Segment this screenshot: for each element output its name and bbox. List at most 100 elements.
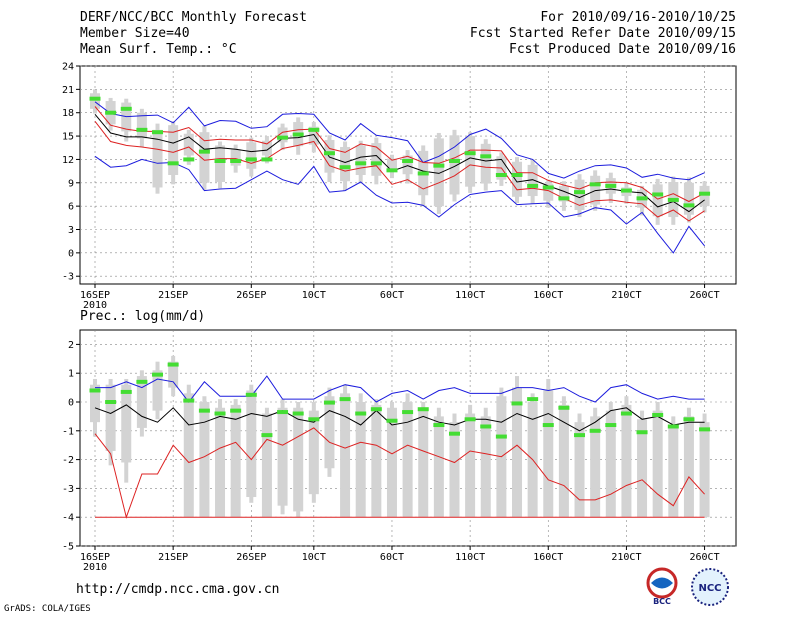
median-marker: [152, 130, 164, 135]
ensemble-box: [480, 416, 491, 518]
y-tick-label: -3: [62, 272, 74, 283]
logos: BCC NCC: [646, 567, 729, 606]
plot-frame: [79, 65, 737, 285]
x-year-label: 2010: [83, 300, 107, 311]
y-tick-label: -3: [62, 484, 74, 495]
ensemble-box: [90, 384, 100, 423]
ensemble-box: [527, 164, 538, 197]
ensemble-box: [199, 132, 210, 183]
ensemble-box: [449, 135, 460, 195]
ensemble-box: [558, 185, 569, 202]
median-marker: [370, 161, 382, 166]
variable-label: Mean Surf. Temp.: °C: [80, 42, 237, 57]
ensemble-box: [230, 149, 241, 166]
median-marker: [167, 362, 179, 367]
median-marker: [136, 127, 148, 132]
plot-frame: [79, 329, 737, 547]
ensemble-box: [246, 142, 257, 169]
ensemble-box: [386, 407, 397, 518]
median-marker: [339, 165, 351, 170]
series-line-mean: [94, 113, 705, 213]
median-marker: [167, 161, 179, 166]
y-tick-label: 24: [62, 62, 74, 73]
median-marker: [620, 411, 632, 416]
ensemble-box: [590, 416, 601, 518]
ensemble-box: [512, 387, 523, 518]
median-marker: [527, 397, 539, 402]
median-marker: [683, 203, 695, 208]
y-tick-label: -2: [62, 455, 74, 466]
median-marker: [542, 185, 554, 190]
median-marker: [402, 410, 414, 415]
x-tick-label: 210CT: [611, 290, 641, 301]
median-marker: [636, 196, 648, 201]
median-marker: [120, 106, 132, 111]
x-tick-label: 16SEP: [80, 552, 110, 563]
x-tick-label: 210CT: [611, 552, 641, 563]
median-marker: [370, 407, 382, 412]
median-marker: [448, 158, 460, 163]
median-marker: [355, 411, 367, 416]
ensemble-box: [308, 410, 319, 495]
median-marker: [589, 428, 601, 433]
ensemble-box: [308, 126, 319, 145]
ensemble-box: [199, 402, 210, 518]
median-marker: [433, 423, 445, 428]
median-marker: [277, 135, 289, 140]
precip-title: Prec.: log(mm/d): [80, 309, 206, 324]
ensemble-box: [105, 384, 116, 451]
median-marker: [261, 433, 273, 438]
ensemble-box: [512, 161, 523, 197]
median-marker: [292, 132, 304, 137]
median-marker: [402, 158, 414, 163]
series-line-lower: [94, 427, 705, 519]
median-marker: [574, 190, 586, 195]
median-marker: [152, 372, 164, 377]
median-marker: [308, 417, 320, 422]
median-marker: [214, 158, 226, 163]
y-tick-label: 18: [62, 108, 74, 119]
y-tick-label: 0: [68, 398, 74, 409]
ensemble-box: [543, 390, 554, 518]
grads-credit: GrADS: COLA/IGES: [4, 604, 91, 614]
ensemble-box: [136, 376, 147, 428]
ensemble-box: [433, 416, 444, 518]
y-tick-label: 6: [68, 202, 74, 213]
series-line-upper: [94, 106, 705, 203]
x-tick-label: 10CT: [302, 552, 326, 563]
precipitation-panel: -5 -4 -3 -2 -1 0 1 2 16SEP 21SEP 26SEP 10CT 60CT 110C…: [62, 329, 737, 573]
ensemble-box: [136, 112, 147, 139]
median-marker: [323, 151, 335, 156]
median-marker: [542, 423, 554, 428]
ensemble-box: [668, 425, 679, 518]
ensemble-box: [683, 416, 694, 518]
y-tick-label: 21: [62, 85, 74, 96]
ensemble-box: [402, 155, 413, 175]
ensemble-box: [683, 182, 694, 215]
median-marker: [558, 196, 570, 201]
header-right: For 2010/09/16-2010/10/25 Fcst Started R…: [470, 10, 736, 58]
median-marker: [480, 424, 492, 429]
ensemble-box: [121, 384, 132, 463]
source-url[interactable]: http://cmdp.ncc.cma.gov.cn: [76, 582, 280, 597]
median-marker: [683, 417, 695, 422]
median-marker: [511, 401, 523, 406]
median-marker: [495, 173, 507, 177]
median-marker: [214, 411, 226, 416]
median-marker: [386, 418, 398, 423]
median-marker: [323, 400, 335, 405]
x-tick-label: 160CT: [533, 552, 563, 563]
median-marker: [230, 408, 242, 413]
x-tick-label: 21SEP: [158, 290, 188, 301]
median-marker: [386, 168, 398, 173]
y-tick-label: -5: [62, 542, 74, 553]
y-tick-label: -4: [62, 513, 74, 524]
ensemble-box: [293, 407, 304, 512]
ensemble-box: [652, 184, 663, 217]
y-tick-label: 0: [68, 248, 74, 259]
ensemble-box: [637, 419, 648, 518]
ensemble-box: [340, 146, 351, 182]
median-marker: [355, 161, 367, 166]
x-tick-label: 160CT: [533, 290, 563, 301]
